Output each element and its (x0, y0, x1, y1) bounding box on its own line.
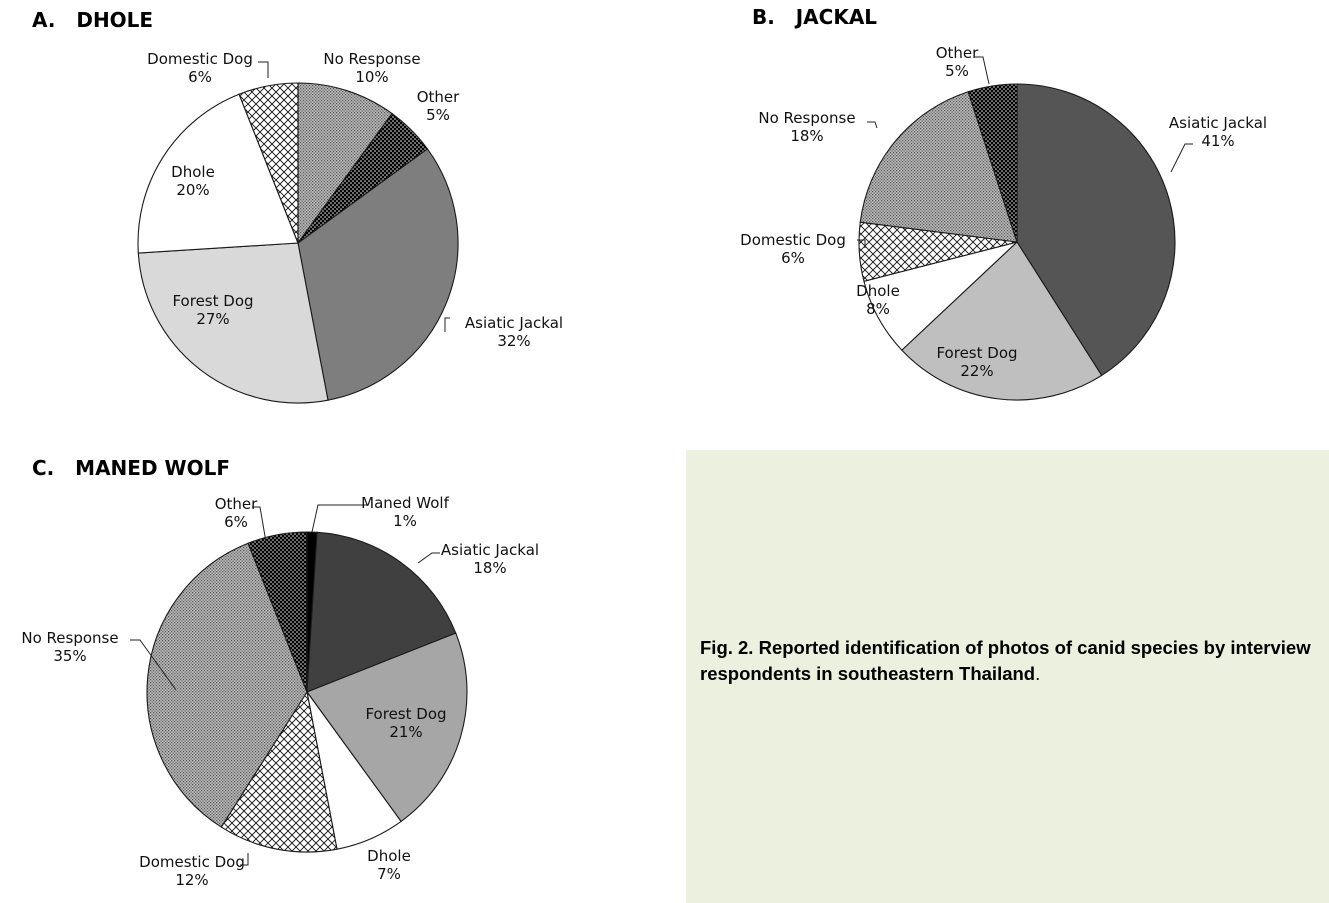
leader-line-asiatic-jackal (444, 317, 450, 332)
pie-slices (146, 531, 468, 853)
slice-value-other: 5% (426, 106, 450, 124)
slice-asiatic-jackal (297, 148, 459, 401)
slice-label-asiatic-jackal: Asiatic Jackal (1169, 114, 1267, 132)
leader-line-other (975, 56, 990, 85)
slice-label-asiatic-jackal: Asiatic Jackal (441, 541, 539, 559)
slice-label-other: Other (417, 88, 460, 106)
leader-line-maned-wolf (311, 504, 368, 533)
slice-forest-dog (306, 632, 468, 823)
slice-label-forest-dog: Forest Dog (172, 292, 253, 310)
leader-line-domestic-dog (240, 853, 249, 866)
leader-line-no-response (130, 639, 177, 691)
slice-value-no-response: 35% (53, 647, 86, 665)
slice-label-no-response: No Response (21, 629, 118, 647)
slice-value-dhole: 7% (377, 865, 401, 883)
leader-line-no-response (867, 121, 878, 129)
caption-box: Fig. 2. Reported identification of photo… (686, 450, 1329, 903)
panel-b-title: B. JACKAL (752, 5, 878, 29)
panel-c-title: C. MANED WOLF (32, 456, 230, 480)
slice-label-dhole: Dhole (171, 163, 215, 181)
caption-period: . (1035, 663, 1041, 684)
slice-label-dhole: Dhole (856, 282, 900, 300)
slice-value-domestic-dog: 6% (188, 68, 212, 86)
slice-label-asiatic-jackal: Asiatic Jackal (465, 314, 563, 332)
slice-other (967, 83, 1018, 243)
slice-label-maned-wolf: Maned Wolf (361, 494, 449, 512)
slice-asiatic-jackal (1016, 83, 1176, 377)
slice-label-dhole: Dhole (367, 847, 411, 865)
slice-value-other: 5% (945, 62, 969, 80)
slice-value-domestic-dog: 6% (781, 249, 805, 267)
slice-value-dhole: 8% (866, 300, 890, 318)
slice-label-other: Other (936, 44, 979, 62)
slice-other (247, 531, 308, 693)
panel-a-title: A. DHOLE (32, 8, 154, 32)
slice-value-asiatic-jackal: 41% (1201, 132, 1234, 150)
caption-text: Fig. 2. Reported identification of photo… (700, 637, 1311, 684)
pie-slices (137, 82, 459, 404)
slice-label-domestic-dog: Domestic Dog (740, 231, 846, 249)
leader-line-domestic-dog (857, 239, 866, 248)
slice-domestic-dog (238, 82, 299, 244)
slice-label-forest-dog: Forest Dog (936, 344, 1017, 362)
slice-value-forest-dog: 21% (389, 723, 422, 741)
slice-domestic-dog (220, 690, 338, 853)
slice-no-response (297, 82, 393, 245)
slice-label-other: Other (215, 495, 258, 513)
slice-value-domestic-dog: 12% (175, 871, 208, 889)
slice-value-maned-wolf: 1% (393, 512, 417, 530)
slice-value-dhole: 20% (176, 181, 209, 199)
slice-dhole (137, 93, 299, 254)
leader-line-domestic-dog (258, 61, 269, 78)
leader-line-other (252, 506, 267, 543)
slice-forest-dog (137, 242, 329, 404)
slice-label-domestic-dog: Domestic Dog (147, 50, 253, 68)
slice-label-forest-dog: Forest Dog (365, 705, 446, 723)
slice-label-domestic-dog: Domestic Dog (139, 853, 245, 871)
slice-value-no-response: 10% (355, 68, 388, 86)
slice-asiatic-jackal (306, 531, 457, 693)
slice-value-forest-dog: 27% (196, 310, 229, 328)
slice-value-forest-dog: 22% (960, 362, 993, 380)
figure-caption: Fig. 2. Reported identification of photo… (700, 635, 1312, 687)
leader-line-asiatic-jackal (417, 552, 440, 564)
pie-slices (858, 83, 1176, 401)
slice-label-no-response: No Response (758, 109, 855, 127)
slice-label-no-response: No Response (323, 50, 420, 68)
slice-no-response (859, 91, 1018, 243)
slice-value-asiatic-jackal: 18% (473, 559, 506, 577)
slice-no-response (146, 542, 308, 828)
slice-forest-dog (901, 241, 1103, 401)
slice-value-no-response: 18% (790, 127, 823, 145)
slice-value-other: 6% (224, 513, 248, 531)
leader-line-asiatic-jackal (1170, 143, 1193, 173)
slice-value-asiatic-jackal: 32% (497, 332, 530, 350)
